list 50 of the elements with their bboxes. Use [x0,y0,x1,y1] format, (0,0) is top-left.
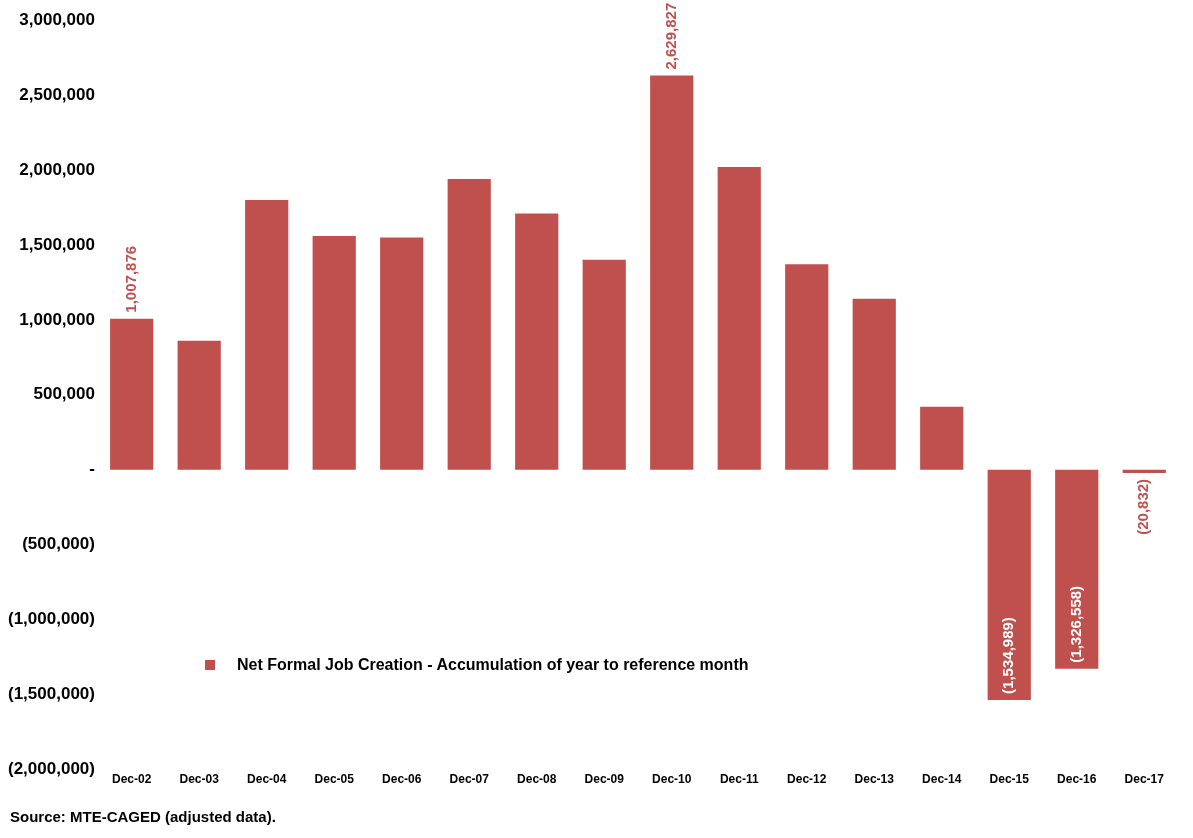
x-tick-label: Dec-04 [247,772,287,787]
x-tick-label: Dec-17 [1124,772,1165,787]
y-tick-label: (1,000,000) [8,609,95,629]
bar [177,340,221,470]
x-tick-label: Dec-13 [854,772,895,787]
data-label: (1,534,989) [999,617,1017,694]
x-tick-label: Dec-02 [112,772,152,787]
y-tick-label: 500,000 [33,384,95,404]
y-tick-label: (500,000) [22,534,95,554]
bar [380,237,424,470]
bar [447,178,491,470]
x-tick-label: Dec-09 [584,772,625,787]
x-tick-label: Dec-16 [1057,772,1097,787]
x-tick-label: Dec-10 [652,772,692,787]
y-tick-label: (2,000,000) [8,759,95,779]
data-label: (1,326,558) [1066,585,1084,663]
x-tick-label: Dec-06 [382,772,422,787]
bar [717,166,761,470]
y-tick-label: - [89,459,95,479]
bar [1122,469,1166,473]
x-tick-label: Dec-15 [989,772,1030,787]
x-tick-label: Dec-12 [787,772,827,787]
y-tick-label: 3,000,000 [19,9,95,29]
bar [312,235,356,470]
data-label: 1,007,876 [121,245,139,313]
bar [515,213,559,470]
bar [852,298,896,470]
bar [582,259,626,470]
y-tick-label: 1,500,000 [19,234,95,254]
y-tick-label: (1,500,000) [8,684,95,704]
bar [1055,469,1099,669]
x-tick-label: Dec-05 [314,772,355,787]
legend-label: Net Formal Job Creation - Accumulation of year to reference month [237,656,749,674]
x-tick-label: Dec-11 [719,772,759,787]
bar [110,318,154,470]
bar [245,199,289,470]
bar [785,264,829,470]
bar [987,469,1031,700]
x-tick-label: Dec-08 [517,772,557,787]
data-label: 2,629,827 [661,2,679,70]
y-tick-label: 1,000,000 [19,309,95,329]
bar [920,406,964,470]
source-note: Source: MTE-CAGED (adjusted data). [10,808,276,825]
y-tick-label: 2,000,000 [19,159,95,179]
x-tick-label: Dec-14 [922,772,962,787]
bar [650,75,694,470]
data-label: (20,832) [1134,478,1152,535]
x-tick-label: Dec-03 [179,772,220,787]
y-tick-label: 2,500,000 [19,84,95,104]
x-tick-label: Dec-07 [449,772,490,787]
